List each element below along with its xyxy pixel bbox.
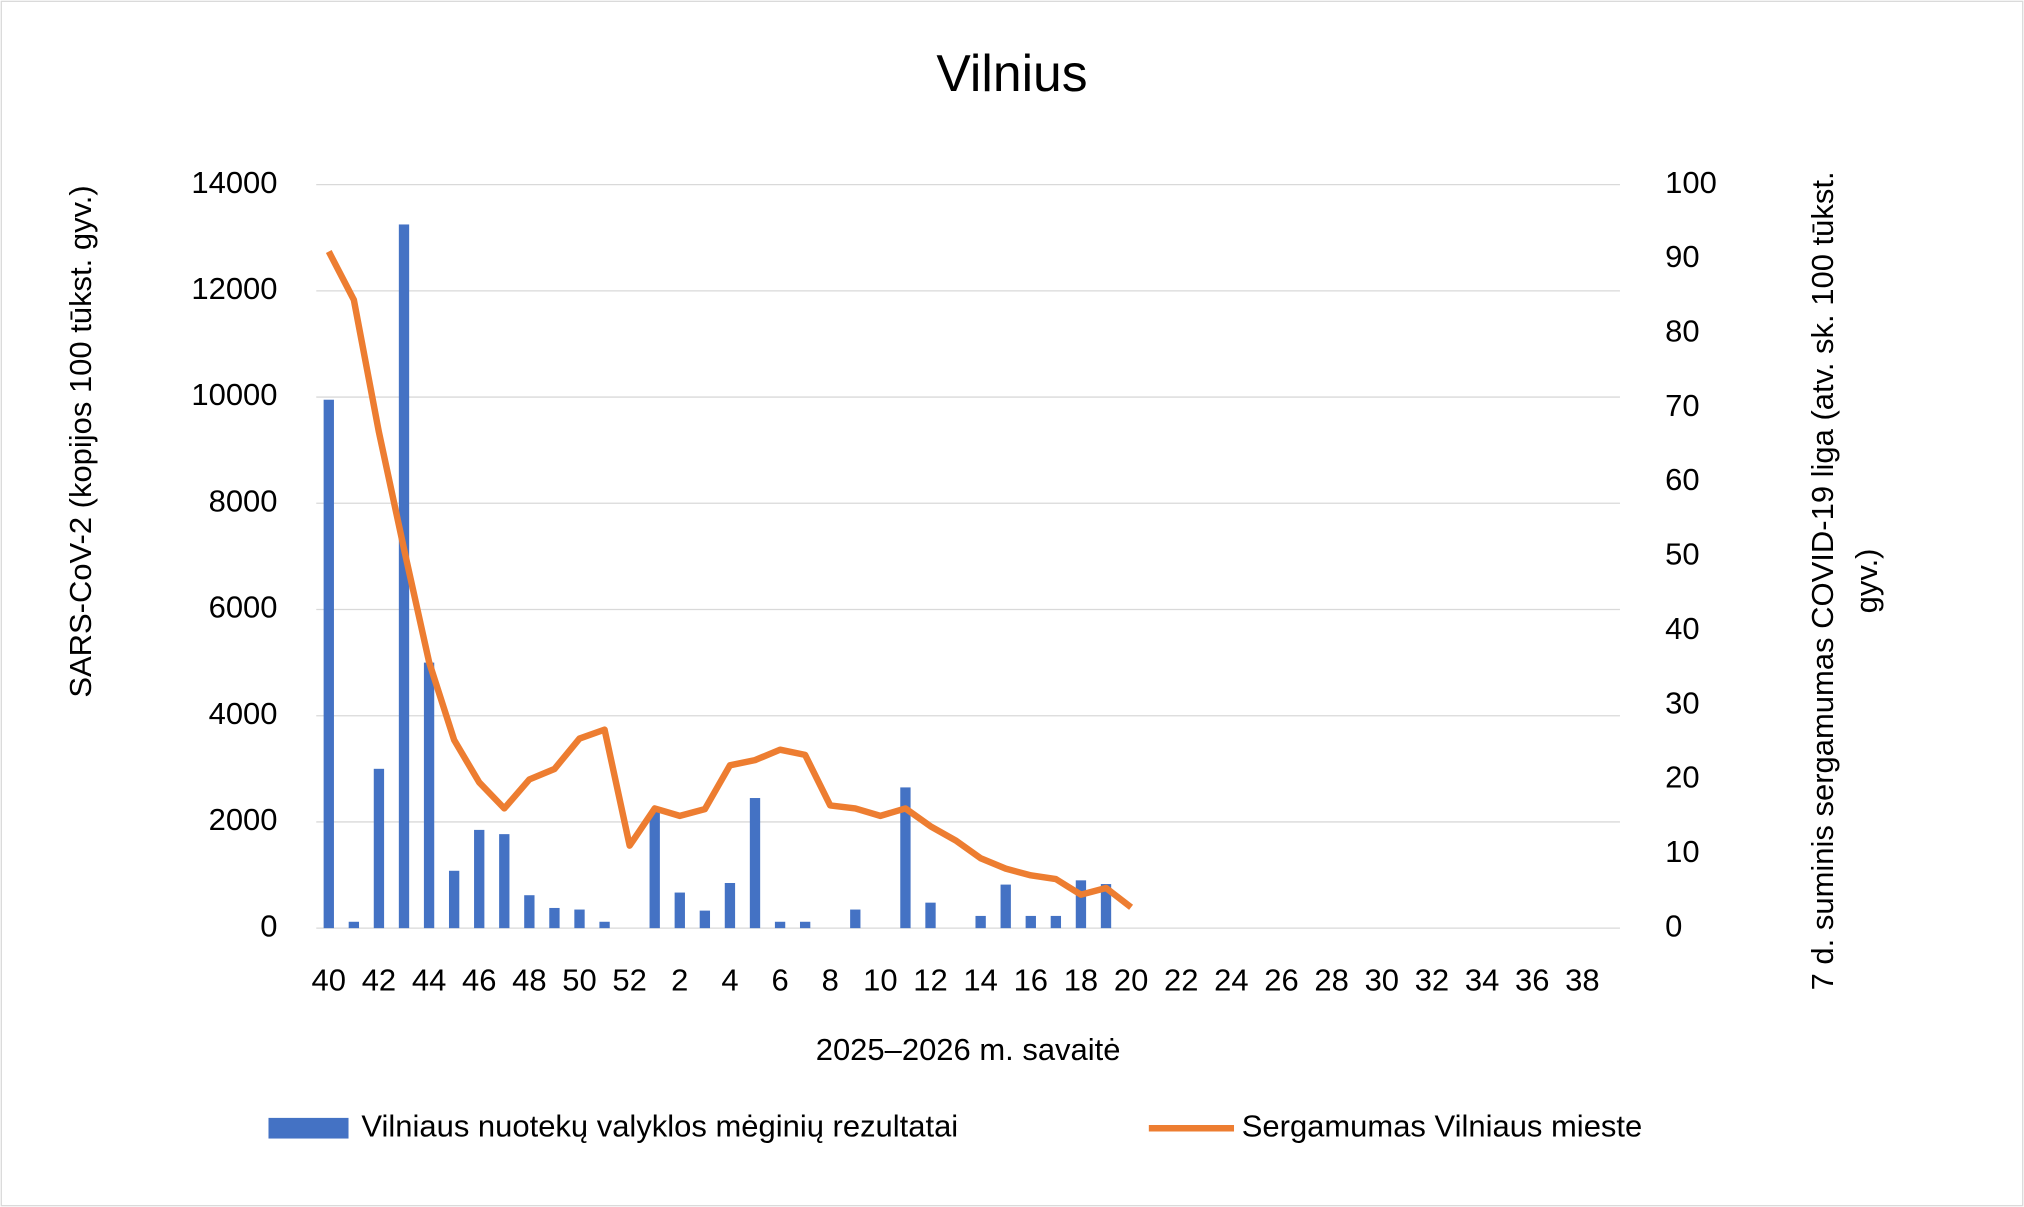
x-tick-label: 16	[1014, 963, 1048, 998]
bar	[925, 902, 936, 929]
x-tick-label: 6	[771, 963, 788, 998]
y-tick-label: 0	[260, 908, 277, 943]
bar	[1100, 884, 1112, 929]
y2-axis-title: 7 d. suminis sergamumas COVID-19 liga (a…	[1805, 171, 1885, 991]
x-tick-label: 46	[462, 963, 496, 998]
bar	[1075, 880, 1087, 929]
bar	[850, 909, 861, 929]
bar	[649, 811, 660, 929]
y-axis-title: SARS-CoV-2 (kopijos 100 tūkst. gyv.)	[63, 185, 98, 697]
x-tick-label: 8	[822, 963, 839, 998]
x-tick-label: 20	[1114, 963, 1148, 998]
y-tick-label: 10000	[191, 377, 277, 412]
x-tick-label: 4	[721, 963, 738, 998]
bar	[423, 662, 435, 929]
x-tick-label: 14	[963, 963, 997, 998]
bar	[398, 224, 410, 929]
x-axis-title: 2025–2026 m. savaitė	[816, 1032, 1121, 1067]
bar	[599, 921, 610, 929]
y-tick-label: 8000	[209, 483, 278, 518]
x-tick-label: 2	[671, 963, 688, 998]
bar	[900, 787, 911, 929]
bar	[348, 921, 360, 929]
y2-tick-label: 60	[1665, 462, 1699, 497]
x-tick-label: 28	[1314, 963, 1348, 998]
bar	[699, 910, 711, 929]
y2-tick-label: 80	[1665, 314, 1699, 349]
x-tick-label: 22	[1164, 963, 1198, 998]
x-tick-label: 42	[362, 963, 396, 998]
bar	[574, 909, 585, 929]
bar	[448, 870, 460, 929]
y2-tick-label: 0	[1665, 908, 1682, 943]
y-tick-label: 12000	[191, 271, 277, 306]
bar	[975, 915, 986, 929]
y2-tick-label: 20	[1665, 760, 1699, 795]
legend-label: Vilniaus nuotekų valyklos mėginių rezult…	[361, 1108, 958, 1143]
y2-tick-label: 90	[1665, 239, 1699, 274]
y-tick-label: 2000	[209, 802, 278, 837]
y2-tick-label: 10	[1665, 834, 1699, 869]
bar	[373, 768, 385, 929]
x-tick-label: 30	[1365, 963, 1399, 998]
line	[325, 250, 1134, 910]
x-tick-label: 44	[412, 963, 446, 998]
bar	[774, 921, 786, 929]
y2-tick-label: 100	[1665, 165, 1717, 200]
y2-axis-title-box: 7 d. suminis sergamumas COVID-19 liga (a…	[1805, 171, 1885, 991]
y2-tick-label: 70	[1665, 388, 1699, 423]
x-tick-label: 18	[1064, 963, 1098, 998]
bar	[1025, 915, 1036, 929]
bar	[749, 798, 761, 929]
x-tick-label: 26	[1264, 963, 1298, 998]
y-tick-label: 4000	[209, 696, 278, 731]
bar	[474, 829, 485, 929]
x-tick-label: 38	[1565, 963, 1599, 998]
bar	[549, 907, 560, 929]
x-tick-label: 34	[1465, 963, 1499, 998]
y2-tick-label: 30	[1665, 685, 1699, 720]
x-tick-label: 48	[512, 963, 546, 998]
x-tick-label: 40	[312, 963, 346, 998]
bar	[1050, 915, 1062, 929]
x-tick-label: 52	[612, 963, 646, 998]
y2-tick-label: 50	[1665, 537, 1699, 572]
x-tick-label: 24	[1214, 963, 1248, 998]
bar	[674, 892, 685, 929]
bar	[323, 399, 334, 929]
x-tick-label: 10	[863, 963, 897, 998]
y2-tick-label: 40	[1665, 611, 1699, 646]
legend-swatch	[268, 1117, 349, 1139]
bar	[499, 834, 510, 929]
x-tick-label: 12	[913, 963, 947, 998]
bar	[1000, 884, 1011, 929]
x-tick-label: 32	[1415, 963, 1449, 998]
bar	[724, 882, 736, 929]
bar	[799, 921, 811, 929]
x-tick-label: 36	[1515, 963, 1549, 998]
y-tick-label: 6000	[209, 590, 278, 625]
bar	[524, 895, 535, 929]
legend-label: Sergamumas Vilniaus mieste	[1242, 1108, 1642, 1143]
y-tick-label: 14000	[191, 165, 277, 200]
chart-title: Vilnius	[936, 44, 1087, 102]
x-tick-label: 50	[562, 963, 596, 998]
